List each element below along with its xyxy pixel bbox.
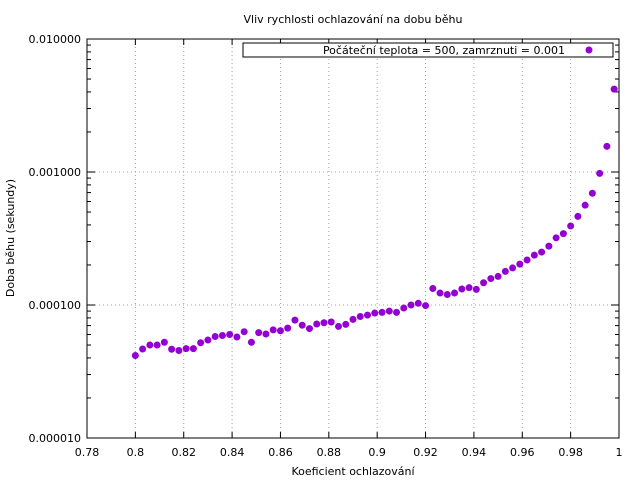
data-point (175, 346, 183, 354)
x-tick-label: 1 (616, 446, 623, 459)
y-tick-label: 0.000100 (29, 299, 82, 312)
tick-labels: 0.78 0.8 0.82 0.84 0.86 0.88 0.9 0.92 0.94 0.96 0.… (29, 33, 623, 459)
data-point (153, 341, 161, 349)
data-point (371, 309, 379, 317)
data-point (327, 318, 335, 326)
data-point (567, 222, 575, 230)
data-point (269, 326, 277, 334)
data-point (240, 328, 248, 336)
data-point (523, 256, 531, 264)
data-point (458, 285, 466, 293)
data-point (211, 332, 219, 340)
data-point (218, 331, 226, 339)
data-point (255, 329, 263, 337)
data-point (422, 302, 430, 310)
data-point (204, 336, 212, 344)
data-point (603, 142, 611, 150)
data-point (168, 345, 176, 353)
data-point (530, 251, 538, 259)
data-point (182, 345, 190, 353)
legend-marker (585, 46, 593, 54)
data-point (313, 320, 321, 328)
data-point (443, 290, 451, 298)
data-point (320, 319, 328, 327)
chart-title: Vliv rychlosti ochlazování na dobu běhu (244, 13, 463, 26)
data-point (552, 234, 560, 242)
plot-frame (86, 38, 620, 439)
legend: Počáteční teplota = 500, zamrznuti = 0.0… (242, 42, 614, 58)
data-point (545, 242, 553, 250)
x-tick-label: 0.78 (75, 446, 100, 459)
data-point (284, 324, 292, 332)
data-point (247, 338, 255, 346)
x-tick-label: 0.94 (462, 446, 487, 459)
data-point (407, 301, 415, 309)
data-point (480, 279, 488, 287)
data-point (610, 85, 618, 93)
data-point (298, 321, 306, 329)
data-point (588, 189, 596, 197)
data-point (349, 315, 357, 323)
x-tick-label: 0.8 (127, 446, 145, 459)
data-point (472, 285, 480, 293)
data-point (436, 289, 444, 297)
grid-lines (87, 39, 619, 438)
data-point (465, 284, 473, 292)
data-point (197, 339, 205, 347)
y-tick-label: 0.001000 (29, 166, 82, 179)
data-point (509, 264, 517, 272)
x-tick-label: 0.9 (368, 446, 386, 459)
data-point (262, 330, 270, 338)
legend-box (242, 42, 614, 58)
data-point (160, 338, 168, 346)
y-axis-title: Doba běhu (sekundy) (4, 179, 17, 297)
data-point (342, 320, 350, 328)
data-point (233, 333, 241, 341)
data-point (364, 311, 372, 319)
data-point (385, 307, 393, 315)
data-point (334, 322, 342, 330)
data-point (501, 267, 509, 275)
x-tick-label: 0.92 (413, 446, 438, 459)
data-point (139, 345, 147, 353)
data-point (429, 285, 437, 293)
data-point (581, 201, 589, 209)
data-point (393, 308, 401, 316)
x-tick-label: 0.82 (171, 446, 196, 459)
y-tick-label: 0.010000 (29, 33, 82, 46)
data-point (574, 212, 582, 220)
x-tick-label: 0.86 (268, 446, 293, 459)
data-point (487, 275, 495, 283)
y-tick-label: 0.000010 (29, 432, 82, 445)
legend-label: Počáteční teplota = 500, zamrznuti = 0.0… (323, 44, 565, 57)
data-point (559, 230, 567, 238)
data-point (451, 289, 459, 297)
data-point (538, 248, 546, 256)
data-point (276, 327, 284, 335)
x-tick-label: 0.98 (558, 446, 583, 459)
data-point (131, 352, 139, 360)
data-point (494, 272, 502, 280)
data-point (378, 308, 386, 316)
data-point (400, 304, 408, 312)
data-point (596, 169, 604, 177)
x-tick-label: 0.84 (220, 446, 245, 459)
data-point (226, 331, 234, 339)
data-points (131, 85, 618, 360)
data-point (414, 299, 422, 307)
data-point (189, 345, 197, 353)
x-tick-label: 0.96 (510, 446, 535, 459)
data-point (305, 325, 313, 333)
x-axis-title: Koeficient ochlazování (291, 465, 415, 478)
data-point (146, 341, 154, 349)
data-point (356, 312, 364, 320)
data-point (291, 316, 299, 324)
x-tick-label: 0.88 (317, 446, 342, 459)
data-point (516, 260, 524, 268)
